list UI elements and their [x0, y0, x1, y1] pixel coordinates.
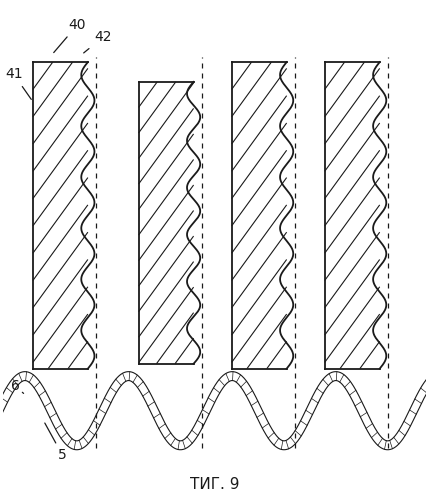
Text: 6: 6 — [11, 379, 24, 394]
Text: 42: 42 — [84, 30, 112, 53]
Text: 40: 40 — [54, 18, 86, 52]
Text: ΤИГ. 9: ΤИГ. 9 — [190, 478, 239, 492]
Text: 41: 41 — [5, 68, 31, 100]
Text: 5: 5 — [45, 423, 67, 462]
